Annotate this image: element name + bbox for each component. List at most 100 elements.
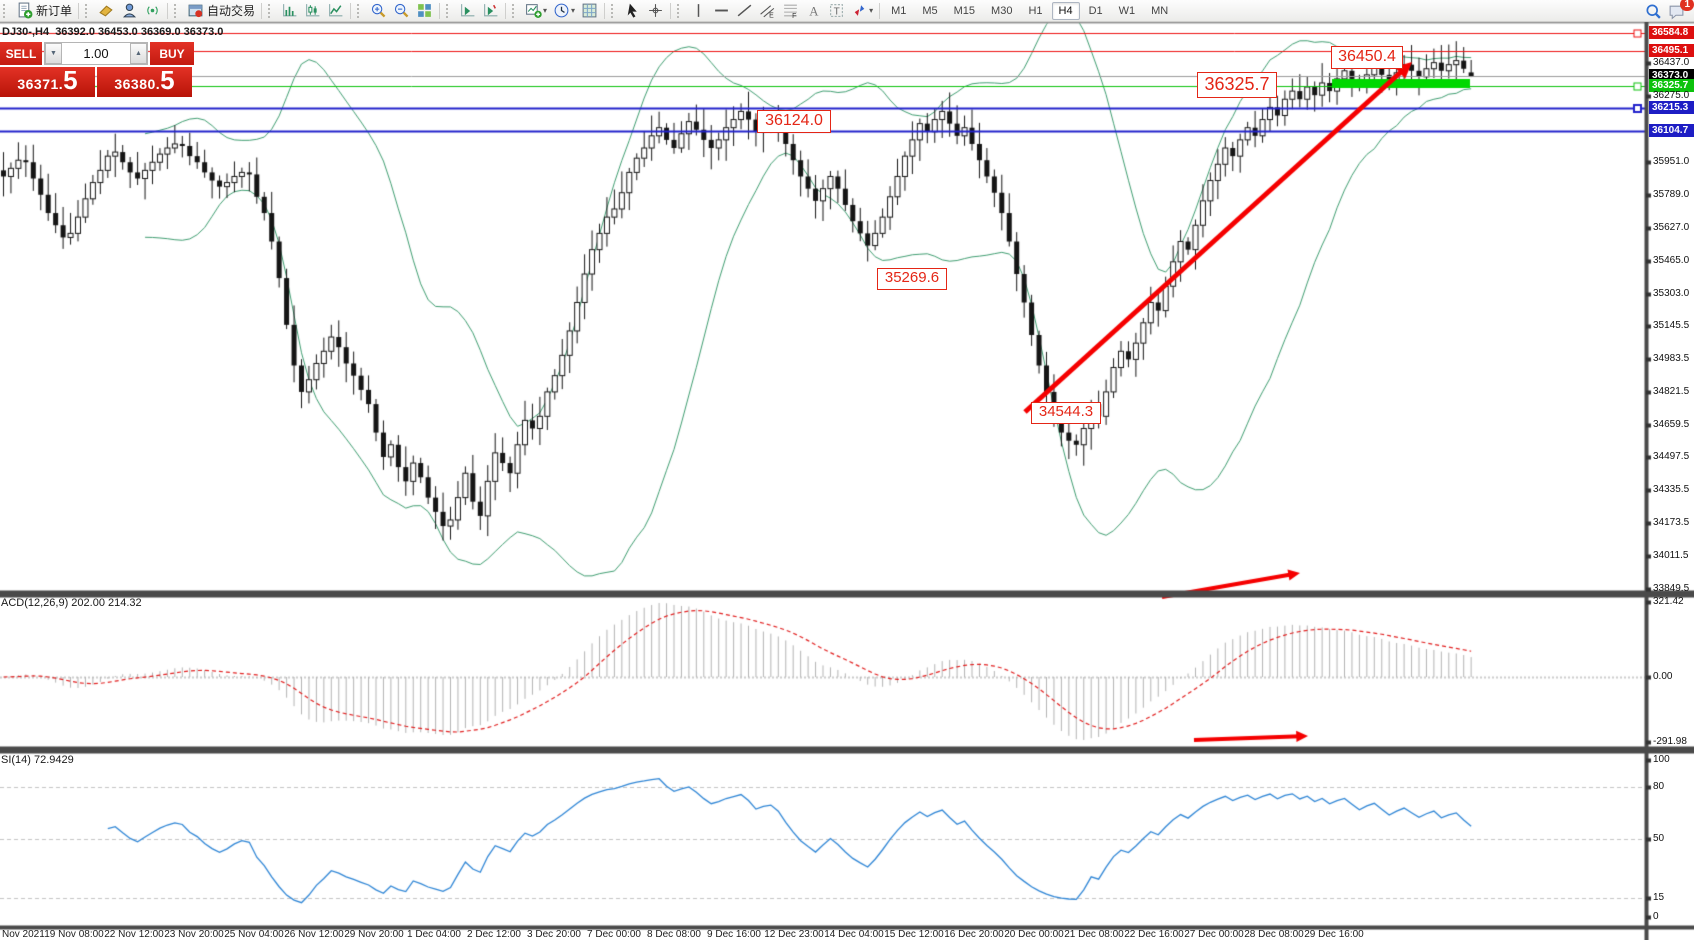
price-tick-34011.5: 34011.5 bbox=[1653, 550, 1689, 562]
time-axis-label: 16 Dec 20:00 bbox=[944, 929, 1004, 940]
macd-indicator-label: ACD(12,26,9) 202.00 214.32 bbox=[1, 597, 142, 609]
svg-text:E: E bbox=[769, 12, 774, 19]
sell-button[interactable]: SELL bbox=[0, 42, 42, 65]
price-callout-36124.0[interactable]: 36124.0 bbox=[757, 110, 831, 133]
zoom-out-icon bbox=[393, 2, 410, 19]
user-icon bbox=[121, 2, 138, 19]
chart-play-icon bbox=[459, 2, 476, 19]
chart-play2-icon bbox=[482, 2, 499, 19]
time-axis-label: 25 Nov 04:00 bbox=[224, 929, 284, 940]
timeframe-m30[interactable]: M30 bbox=[991, 4, 1013, 17]
time-axis-label: 29 Dec 16:00 bbox=[1304, 929, 1364, 940]
timeframe-h1[interactable]: H1 bbox=[1028, 4, 1043, 17]
channel-tool-button[interactable]: E bbox=[756, 0, 779, 21]
price-tick-35627.0: 35627.0 bbox=[1653, 221, 1690, 233]
buy-price[interactable]: 36380. 5 bbox=[97, 67, 192, 97]
time-axis-label: 2 Dec 12:00 bbox=[467, 929, 521, 940]
timeframe-m1[interactable]: M1 bbox=[891, 4, 907, 17]
toolbar-grip bbox=[512, 3, 519, 18]
price-callout-35269.6[interactable]: 35269.6 bbox=[877, 268, 947, 290]
period-selector-dropdown-caret[interactable]: ▾ bbox=[571, 6, 576, 15]
timeframe-h4[interactable]: H4 bbox=[1051, 1, 1080, 20]
price-tick-34497.5: 34497.5 bbox=[1653, 451, 1690, 463]
notification-badge: 1 bbox=[1680, 0, 1694, 11]
toolbar-grip bbox=[677, 3, 684, 18]
price-callout-34544.3[interactable]: 34544.3 bbox=[1031, 402, 1101, 424]
period-selector-button[interactable]: ▾ bbox=[550, 0, 578, 21]
timeframe-m5[interactable]: M5 bbox=[922, 4, 938, 17]
time-axis-label: 9 Dec 16:00 bbox=[707, 929, 761, 940]
indicator-window-add-button[interactable] bbox=[479, 0, 502, 21]
price-badge-36495.1: 36495.1 bbox=[1649, 44, 1694, 58]
bar-chart-mode-button[interactable] bbox=[278, 0, 301, 21]
account-button[interactable] bbox=[118, 0, 141, 21]
timeframe-d1[interactable]: D1 bbox=[1088, 4, 1103, 17]
price-callout-36325.7[interactable]: 36325.7 bbox=[1197, 72, 1277, 98]
timeframe-w1[interactable]: W1 bbox=[1118, 4, 1136, 17]
price-badge-36325.7: 36325.7 bbox=[1649, 78, 1694, 92]
zoom-out-button[interactable] bbox=[390, 0, 413, 21]
candles-icon bbox=[304, 2, 321, 19]
trendline-tool-button[interactable] bbox=[733, 0, 756, 21]
notifications-button[interactable]: 1 bbox=[1665, 0, 1694, 22]
time-axis-label: 19 Nov 08:00 bbox=[44, 929, 104, 940]
new-chart-button[interactable]: ▾ bbox=[522, 0, 550, 21]
hline-icon bbox=[713, 2, 730, 19]
svg-text:F: F bbox=[792, 13, 796, 19]
search-button[interactable] bbox=[1642, 1, 1665, 22]
price-tick-34335.5: 34335.5 bbox=[1653, 484, 1690, 496]
line-chart-mode-button[interactable] bbox=[324, 0, 347, 21]
tile-windows-button[interactable] bbox=[413, 0, 436, 21]
new-chart-dropdown-caret[interactable]: ▾ bbox=[543, 6, 548, 15]
cursor-tool-button[interactable] bbox=[621, 0, 644, 21]
crosshair-tool-button[interactable] bbox=[644, 0, 667, 21]
label-tool-button[interactable]: T bbox=[825, 0, 848, 21]
trend-icon bbox=[736, 2, 753, 19]
price-tick-35303.0: 35303.0 bbox=[1653, 287, 1690, 299]
toolbar-separator bbox=[505, 2, 507, 19]
time-axis-label: 3 Dec 20:00 bbox=[527, 929, 581, 940]
text-tool-button[interactable]: A bbox=[802, 0, 825, 21]
volume-decrease-button[interactable]: ▼ bbox=[45, 43, 62, 64]
sell-price-pip: 5 bbox=[63, 65, 78, 95]
price-callout-36450.4[interactable]: 36450.4 bbox=[1331, 46, 1403, 69]
new-order-button[interactable]: 新订单 bbox=[13, 0, 75, 21]
toolbar-separator bbox=[879, 2, 881, 19]
toolbar-separator bbox=[604, 2, 606, 19]
price-tick-36437.0: 36437.0 bbox=[1653, 57, 1690, 69]
indicator-axis-tick-80: 80 bbox=[1653, 781, 1665, 792]
arrows-tool-dropdown-caret[interactable]: ▾ bbox=[869, 6, 874, 15]
zoom-in-button[interactable] bbox=[367, 0, 390, 21]
volume-value[interactable]: 1.00 bbox=[83, 46, 109, 61]
candle-chart-mode-button[interactable] bbox=[301, 0, 324, 21]
new-order-label: 新订单 bbox=[36, 4, 73, 18]
indicator-axis-tick-100: 100 bbox=[1653, 754, 1670, 765]
buy-price-dot: . bbox=[155, 76, 161, 92]
vline-icon bbox=[690, 2, 707, 19]
arrows-tool-button[interactable]: ▾ bbox=[848, 0, 876, 21]
horizontal-line-tool-button[interactable] bbox=[710, 0, 733, 21]
price-tick-36275.0: 36275.0 bbox=[1653, 90, 1690, 102]
grid-icon bbox=[581, 2, 598, 19]
signals-button[interactable] bbox=[141, 0, 164, 21]
vertical-line-tool-button[interactable] bbox=[687, 0, 710, 21]
timeframe-m15[interactable]: M15 bbox=[953, 4, 976, 17]
buy-button[interactable]: BUY bbox=[150, 42, 194, 65]
volume-increase-button[interactable]: ▲ bbox=[130, 43, 147, 64]
sell-price[interactable]: 36371. 5 bbox=[0, 67, 95, 97]
auto-trading-button[interactable]: 自动交易 bbox=[184, 0, 258, 21]
indicator-window-button[interactable] bbox=[456, 0, 479, 21]
time-axis-label: 15 Dec 12:00 bbox=[884, 929, 944, 940]
timeframe-mn[interactable]: MN bbox=[1151, 4, 1169, 17]
time-axis-label: 26 Nov 12:00 bbox=[284, 929, 344, 940]
delete-objects-button[interactable] bbox=[95, 0, 118, 21]
fibonacci-tool-button[interactable]: F bbox=[779, 0, 802, 21]
price-tick-34983.5: 34983.5 bbox=[1653, 352, 1690, 364]
chart-properties-button[interactable] bbox=[578, 0, 601, 21]
time-axis-label: 20 Dec 00:00 bbox=[1004, 929, 1064, 940]
toolbar-grip bbox=[85, 3, 92, 18]
toolbar-grip bbox=[446, 3, 453, 18]
time-axis-label: 12 Dec 23:00 bbox=[764, 929, 824, 940]
indicator-axis-tick-321.42: 321.42 bbox=[1653, 596, 1684, 607]
